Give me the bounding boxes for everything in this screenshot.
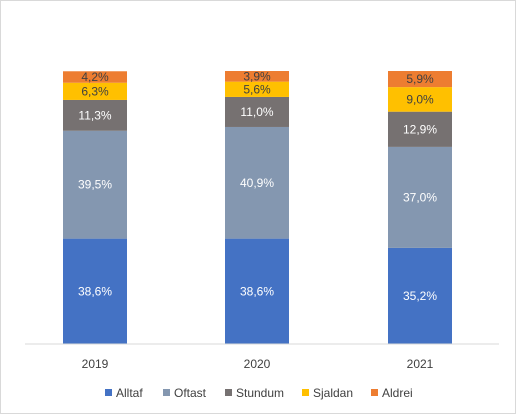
data-label-sjaldan-2019: 6,3% [81,84,109,98]
legend: Alltaf Oftast Stundum Sjaldan Aldrei [105,386,413,400]
data-label-aldrei-2019: 4,2% [81,70,109,84]
bar-segment-stundum-2020 [225,96,289,127]
legend-swatch-aldrei [371,389,378,396]
data-label-stundum-2020: 11,0% [240,105,273,119]
x-tick-label-2021: 2021 [407,357,434,371]
bar-segment-alltaf-2021 [388,247,452,344]
bar-segment-oftast-2021 [388,146,452,248]
data-label-oftast-2020: 40,9% [240,176,274,190]
legend-label-sjaldan: Sjaldan [313,386,353,400]
bar-segment-oftast-2020 [225,126,289,239]
data-label-alltaf-2021: 35,2% [403,289,437,303]
bar-segment-alltaf-2020 [225,238,289,344]
bars-layer: 38,6% 39,5% 11,3% 6,3%4,2% 38,6% 40,9% 11,0% 5,… [63,69,452,344]
data-label-aldrei-2020: 3,9% [243,69,271,83]
legend-swatch-sjaldan [302,389,309,396]
data-label-stundum-2021: 12,9% [403,122,437,136]
bar-segment-oftast-2019 [63,130,127,239]
legend-label-alltaf: Alltaf [116,386,143,400]
data-label-alltaf-2019: 38,6% [78,284,112,298]
bar-segment-sjaldan-2021 [388,87,452,112]
data-label-oftast-2021: 37,0% [403,190,437,204]
bar-segment-alltaf-2019 [63,238,127,344]
bar-segment-aldrei-2020 [225,71,289,82]
legend-label-stundum: Stundum [236,386,284,400]
data-label-stundum-2019: 11,3% [78,108,111,122]
x-tick-label-2019: 2019 [82,357,109,371]
bar-segment-stundum-2021 [388,111,452,147]
bar-segment-aldrei-2021 [388,71,452,88]
x-tick-label-2020: 2020 [244,357,271,371]
legend-swatch-alltaf [105,389,112,396]
data-label-sjaldan-2021: 9,0% [406,92,434,106]
legend-swatch-oftast [163,389,170,396]
bar-segment-sjaldan-2019 [63,82,127,100]
bar-segment-aldrei-2019 [63,71,127,83]
legend-label-aldrei: Aldrei [382,386,413,400]
data-label-oftast-2019: 39,5% [78,178,112,192]
data-label-alltaf-2020: 38,6% [240,284,274,298]
data-label-aldrei-2021: 5,9% [406,72,434,86]
bar-segment-stundum-2019 [63,99,127,131]
data-label-sjaldan-2020: 5,6% [243,82,271,96]
bar-segment-sjaldan-2020 [225,81,289,97]
legend-swatch-stundum [225,389,232,396]
legend-label-oftast: Oftast [174,386,207,400]
x-tick-labels: 2019 2020 2021 [82,357,434,371]
